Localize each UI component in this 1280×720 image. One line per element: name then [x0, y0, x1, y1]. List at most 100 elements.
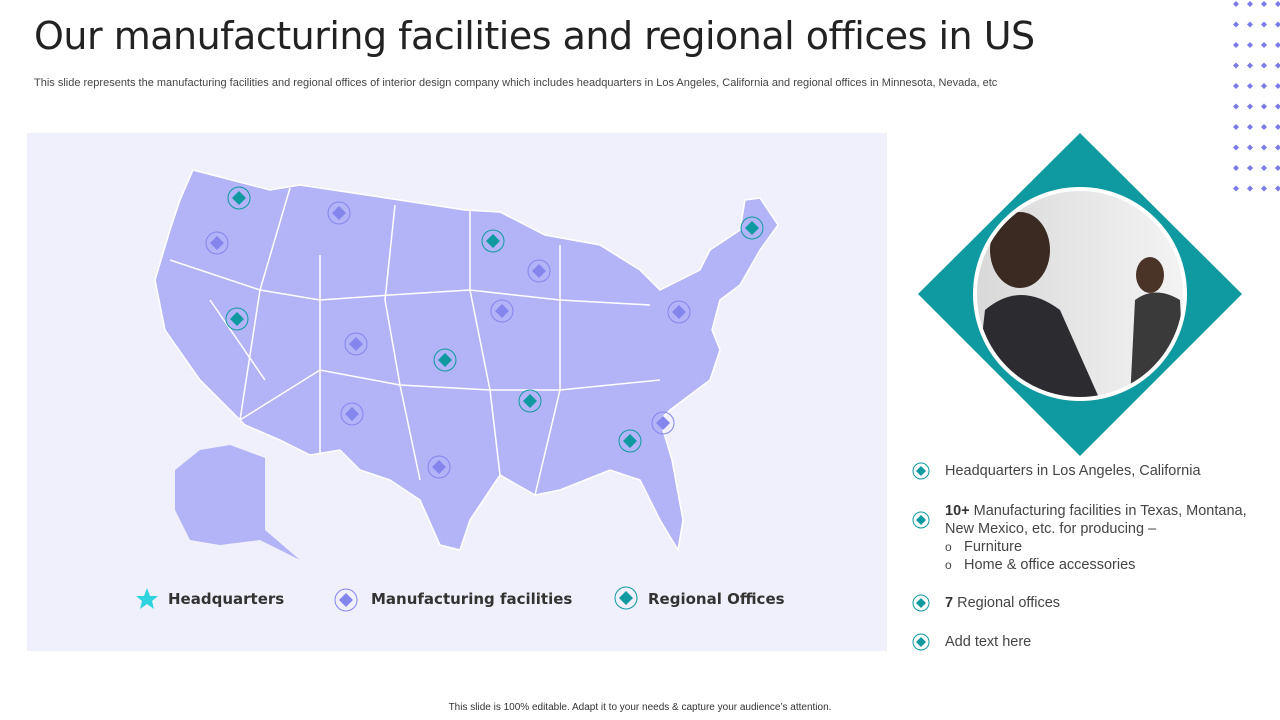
dot	[1247, 124, 1253, 130]
bullet-text: Add text here	[945, 634, 1032, 650]
manufacturing-marker	[667, 300, 691, 324]
regional-marker	[618, 429, 642, 453]
dot	[1275, 42, 1280, 48]
legend-star	[136, 588, 158, 609]
bullet-text: Manufacturing facilities in Texas, Monta…	[945, 503, 1247, 537]
bullet-text: Regional offices	[953, 595, 1061, 611]
regional-marker	[225, 307, 249, 331]
dot	[1261, 103, 1267, 110]
regional-marker	[614, 586, 638, 610]
dot	[1233, 165, 1239, 171]
dot	[1247, 144, 1253, 151]
bullet-ring	[912, 633, 930, 651]
footer: This slide is 100% editable. Adapt it to…	[448, 702, 832, 713]
manufacturing-marker	[651, 411, 675, 435]
bullet-icon	[912, 594, 930, 612]
marker-ring	[427, 455, 451, 479]
marker-diamond	[339, 593, 353, 607]
bullet-text: Headquarters in Los Angeles, California	[945, 463, 1201, 479]
regional-marker	[481, 229, 505, 253]
dot	[1275, 62, 1280, 69]
legend-label: Regional Offices	[648, 590, 785, 608]
marker-ring	[651, 411, 675, 435]
dot	[1261, 165, 1267, 171]
marker-diamond	[656, 416, 670, 430]
dot	[1247, 185, 1253, 192]
dot	[1247, 165, 1253, 171]
bullet-icon	[912, 633, 930, 651]
marker-ring	[667, 300, 691, 324]
marker-ring	[527, 259, 551, 283]
marker-diamond	[745, 221, 759, 235]
marker-diamond	[349, 337, 363, 351]
dot	[1275, 144, 1280, 151]
bullet-ring	[912, 462, 930, 480]
dot	[1261, 83, 1267, 89]
dot	[1247, 62, 1253, 69]
marker-ring	[340, 402, 364, 426]
marker-ring	[205, 231, 229, 255]
dot	[1261, 185, 1267, 192]
bullet-bold: 10+	[945, 503, 970, 519]
bullet-bold: 7	[945, 595, 954, 611]
bullet-ring	[912, 511, 930, 529]
dot	[1261, 62, 1267, 69]
marker-diamond	[672, 305, 686, 319]
sub-item: Home & office accessories	[945, 556, 1265, 574]
manufacturing-marker	[527, 259, 551, 283]
marker-ring	[225, 307, 249, 331]
marker-diamond	[232, 191, 246, 205]
dot	[1275, 165, 1280, 171]
marker-ring	[334, 588, 358, 612]
dot	[1275, 185, 1280, 192]
bullet: Add text here	[945, 633, 1265, 651]
marker-ring	[740, 216, 764, 240]
dot	[1247, 103, 1253, 110]
manufacturing-marker	[340, 402, 364, 426]
marker-diamond	[438, 353, 452, 367]
dot	[1233, 83, 1239, 89]
dot	[1233, 42, 1239, 48]
dot	[1275, 103, 1280, 110]
manufacturing-marker	[334, 588, 358, 612]
state-lines	[169, 187, 661, 496]
marker-ring	[490, 299, 514, 323]
marker-ring	[614, 586, 638, 610]
marker-diamond	[345, 407, 359, 421]
title: Our manufacturing facilities and regiona…	[34, 14, 1035, 58]
marker-ring	[344, 332, 368, 356]
manufacturing-marker	[205, 231, 229, 255]
bullet-diamond	[916, 598, 926, 608]
dot	[1233, 62, 1239, 69]
marker-diamond	[523, 394, 537, 408]
sub-item: Furniture	[945, 538, 1265, 556]
bullet-icon	[912, 462, 930, 480]
dot	[1275, 83, 1280, 89]
dot	[1275, 124, 1280, 130]
marker-diamond	[619, 591, 633, 605]
dot	[1247, 83, 1253, 89]
subtitle: This slide represents the manufacturing …	[34, 77, 998, 89]
us-map	[154, 169, 779, 553]
bullet: Headquarters in Los Angeles, California	[945, 462, 1265, 480]
dot	[1233, 21, 1239, 28]
bullet-diamond	[916, 637, 926, 647]
marker-ring	[327, 201, 351, 225]
marker-ring	[618, 429, 642, 453]
regional-marker	[433, 348, 457, 372]
marker-ring	[518, 389, 542, 413]
regional-marker	[227, 186, 251, 210]
marker-diamond	[623, 434, 637, 448]
manufacturing-marker	[327, 201, 351, 225]
dot	[1233, 103, 1239, 110]
dot	[1261, 42, 1267, 48]
dot	[1233, 144, 1239, 151]
dot	[1261, 144, 1267, 151]
dot	[1233, 1, 1239, 7]
marker-diamond	[495, 304, 509, 318]
dot	[1261, 21, 1267, 28]
dot-grid	[1233, 1, 1280, 192]
bullet-icon	[912, 511, 930, 529]
